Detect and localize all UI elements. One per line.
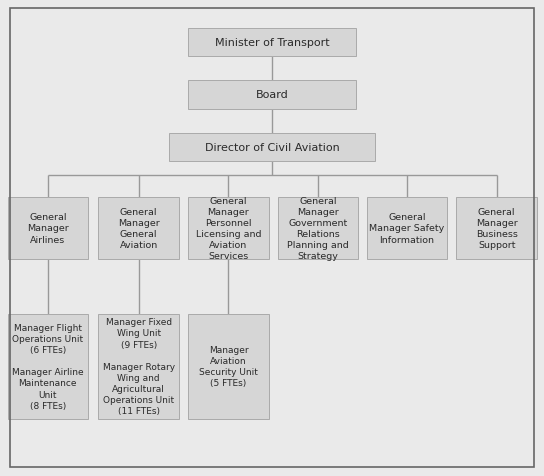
Text: Director of Civil Aviation: Director of Civil Aviation xyxy=(205,143,339,152)
Text: Minister of Transport: Minister of Transport xyxy=(215,38,329,48)
FancyBboxPatch shape xyxy=(278,198,358,259)
FancyBboxPatch shape xyxy=(169,133,375,162)
Text: General
Manager
General
Aviation: General Manager General Aviation xyxy=(118,208,159,249)
FancyBboxPatch shape xyxy=(188,314,269,419)
Text: General
Manager
Government
Relations
Planning and
Strategy: General Manager Government Relations Pla… xyxy=(287,196,349,261)
Text: Manager Fixed
Wing Unit
(9 FTEs)

Manager Rotary
Wing and
Agricultural
Operation: Manager Fixed Wing Unit (9 FTEs) Manager… xyxy=(103,317,175,416)
Text: General
Manager
Business
Support: General Manager Business Support xyxy=(476,208,517,249)
FancyBboxPatch shape xyxy=(188,198,269,259)
Text: General
Manager
Airlines: General Manager Airlines xyxy=(27,213,69,244)
FancyBboxPatch shape xyxy=(98,314,179,419)
Text: General
Manager Safety
Information: General Manager Safety Information xyxy=(369,213,444,244)
FancyBboxPatch shape xyxy=(456,198,537,259)
FancyBboxPatch shape xyxy=(188,81,356,109)
Text: General
Manager
Personnel
Licensing and
Aviation
Services: General Manager Personnel Licensing and … xyxy=(196,196,261,261)
Text: Manager Flight
Operations Unit
(6 FTEs)

Manager Airline
Maintenance
Unit
(8 FTE: Manager Flight Operations Unit (6 FTEs) … xyxy=(12,323,84,410)
FancyBboxPatch shape xyxy=(8,198,88,259)
FancyBboxPatch shape xyxy=(367,198,447,259)
Text: Manager
Aviation
Security Unit
(5 FTEs): Manager Aviation Security Unit (5 FTEs) xyxy=(199,346,258,387)
FancyBboxPatch shape xyxy=(188,29,356,57)
Text: Board: Board xyxy=(256,90,288,100)
FancyBboxPatch shape xyxy=(8,314,88,419)
FancyBboxPatch shape xyxy=(98,198,179,259)
